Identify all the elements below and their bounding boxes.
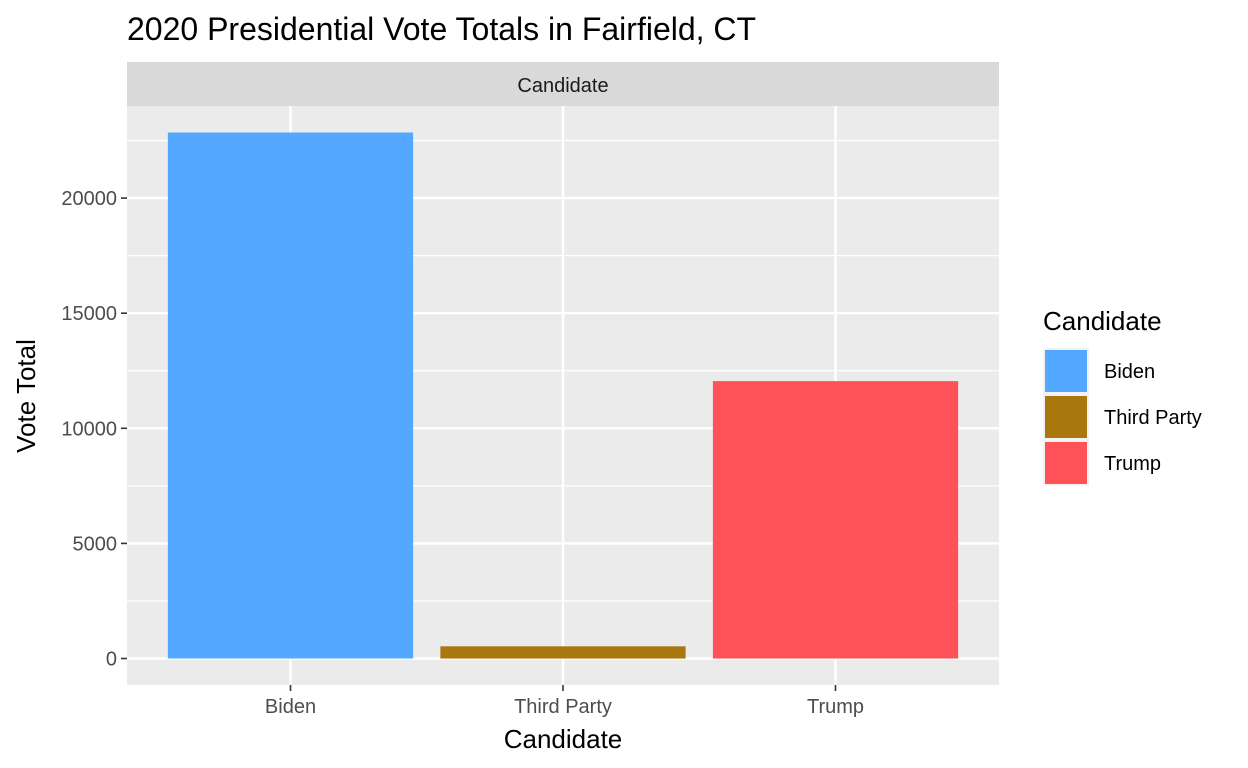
bar-third-party bbox=[440, 646, 686, 659]
y-tick-label: 0 bbox=[106, 649, 117, 671]
x-axis-title: Candidate bbox=[504, 724, 623, 754]
legend-label: Trump bbox=[1104, 453, 1161, 475]
y-tick-label: 10000 bbox=[61, 418, 117, 440]
legend-swatch bbox=[1045, 350, 1087, 392]
x-tick-label: Biden bbox=[265, 696, 316, 718]
y-tick-label: 15000 bbox=[61, 303, 117, 325]
facet-strip-label: Candidate bbox=[517, 75, 608, 97]
legend-label: Third Party bbox=[1104, 407, 1202, 429]
x-axis: Biden Third Party Trump bbox=[265, 685, 864, 718]
x-tick-label: Third Party bbox=[514, 696, 612, 718]
y-tick-label: 5000 bbox=[73, 533, 118, 555]
chart-title: 2020 Presidential Vote Totals in Fairfie… bbox=[127, 11, 756, 47]
y-axis: 0 5000 10000 15000 20000 bbox=[61, 188, 127, 671]
bars bbox=[167, 132, 959, 659]
y-axis-title: Vote Total bbox=[11, 339, 41, 453]
x-tick-label: Trump bbox=[807, 696, 864, 718]
legend-swatch bbox=[1045, 442, 1087, 484]
bar-trump bbox=[712, 381, 959, 659]
y-tick-label: 20000 bbox=[61, 188, 117, 210]
legend-label: Biden bbox=[1104, 361, 1155, 383]
legend: Biden Third Party Trump bbox=[1043, 348, 1202, 486]
facet-strip bbox=[127, 62, 999, 106]
legend-title: Candidate bbox=[1043, 306, 1162, 336]
bar-biden bbox=[167, 132, 414, 659]
legend-swatch bbox=[1045, 396, 1087, 438]
